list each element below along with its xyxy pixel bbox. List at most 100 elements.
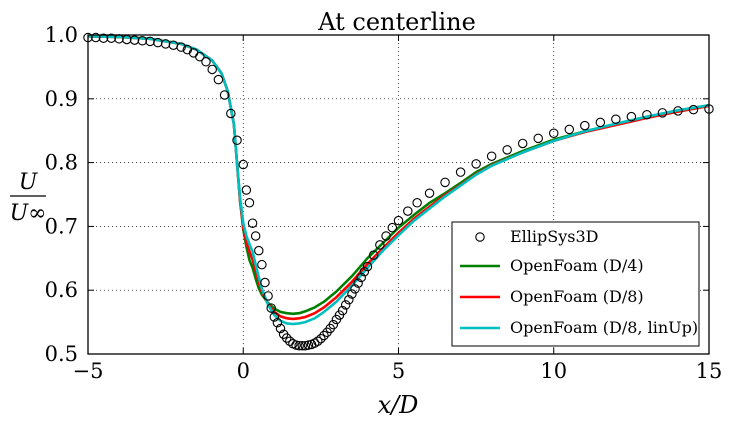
x-tick-label: 15	[696, 359, 723, 383]
data-point	[440, 177, 450, 188]
data-point	[642, 110, 652, 120]
y-axis-label-denominator: U∞	[10, 201, 47, 226]
data-point	[375, 240, 385, 250]
data-point	[502, 145, 512, 155]
data-point	[254, 245, 264, 256]
data-point	[129, 35, 140, 45]
legend-label: EllipSys3D	[510, 227, 599, 246]
y-axis-label-numerator: U	[19, 170, 39, 195]
legend-entry: OpenFoam (D/8, linUp)	[460, 318, 698, 337]
data-point	[207, 64, 217, 75]
x-axis-label: x/D	[378, 391, 419, 419]
data-point	[297, 340, 307, 351]
x-tick-label: −5	[73, 359, 104, 383]
data-point	[238, 159, 249, 170]
plot-frame	[87, 34, 710, 355]
data-point	[250, 231, 261, 241]
series-ellipsys3d	[83, 32, 714, 351]
y-tick-label: 0.9	[45, 87, 78, 111]
data-point	[241, 185, 252, 195]
data-point	[362, 261, 373, 272]
data-point	[195, 51, 205, 62]
data-point	[106, 33, 117, 43]
data-point	[393, 215, 404, 226]
data-point	[356, 272, 366, 283]
data-point	[455, 167, 466, 177]
legend: EllipSys3D OpenFoam (D/4) OpenFoam (D/8) Op…	[451, 221, 700, 347]
data-point	[673, 106, 683, 116]
data-point	[260, 277, 270, 288]
series-line	[87, 35, 710, 326]
data-point	[247, 218, 258, 228]
y-tick-label: 1.0	[45, 23, 78, 47]
data-point	[381, 231, 391, 241]
legend-box	[451, 221, 700, 347]
data-point	[226, 108, 236, 119]
data-point	[424, 188, 435, 198]
data-point	[328, 319, 339, 330]
data-point	[337, 305, 348, 316]
data-point	[486, 151, 497, 161]
data-point	[688, 104, 699, 115]
y-axis-label: U U∞	[10, 170, 47, 226]
chart-title: At centerline	[317, 8, 476, 36]
x-tick-label: 10	[540, 359, 567, 383]
legend-label: OpenFoam (D/8)	[510, 287, 644, 306]
data-point	[219, 90, 230, 100]
data-point	[313, 336, 323, 346]
legend-entry: OpenFoam (D/8)	[460, 287, 644, 306]
data-point	[201, 57, 211, 67]
data-point	[347, 289, 357, 299]
data-point	[294, 340, 304, 351]
data-point	[98, 33, 109, 43]
data-point	[275, 323, 286, 334]
data-point	[319, 330, 329, 341]
data-point	[580, 120, 590, 131]
series-layer	[83, 32, 714, 351]
data-point	[611, 114, 621, 124]
data-point	[182, 44, 193, 55]
data-point	[368, 250, 379, 260]
data-point	[340, 300, 351, 310]
data-point	[517, 138, 528, 149]
data-point	[176, 42, 186, 52]
data-point	[471, 159, 481, 169]
data-point	[350, 284, 360, 294]
x-tick-label: 0	[237, 359, 250, 383]
data-point	[232, 135, 242, 146]
data-point	[387, 222, 398, 233]
data-point	[353, 278, 363, 288]
data-point	[359, 266, 370, 277]
data-point	[533, 133, 543, 144]
series-openfoam-d-8-linup	[87, 35, 710, 326]
data-point	[564, 124, 575, 135]
data-point	[412, 198, 422, 208]
data-point	[657, 108, 668, 118]
data-point	[137, 35, 148, 46]
legend-entry: OpenFoam (D/4)	[460, 256, 644, 275]
x-tick-label: 5	[392, 359, 405, 383]
y-tick-label: 0.7	[45, 214, 78, 238]
data-point	[595, 117, 606, 128]
y-tick-label: 0.6	[45, 278, 78, 302]
data-point	[626, 111, 637, 122]
data-point	[266, 303, 276, 313]
data-point	[213, 74, 224, 85]
data-point	[269, 312, 280, 322]
legend-label: OpenFoam (D/8, linUp)	[510, 318, 698, 337]
y-tick-label: 0.5	[45, 342, 78, 366]
data-point	[344, 295, 354, 305]
data-point	[316, 333, 326, 344]
y-tick-label: 0.8	[45, 151, 78, 175]
data-point	[281, 333, 292, 343]
data-point	[244, 198, 255, 208]
data-point	[91, 32, 101, 43]
legend-items: EllipSys3D OpenFoam (D/4) OpenFoam (D/8) Op…	[460, 227, 698, 337]
data-point	[548, 128, 559, 139]
legend-entry: EllipSys3D	[475, 227, 599, 246]
data-point	[403, 206, 413, 216]
legend-swatch	[475, 232, 485, 242]
data-point	[272, 317, 283, 328]
data-point	[263, 291, 273, 301]
